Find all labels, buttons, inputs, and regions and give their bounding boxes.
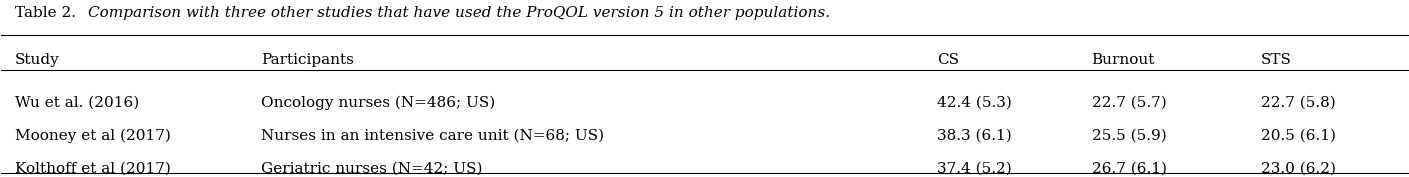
Text: 22.7 (5.8): 22.7 (5.8): [1261, 96, 1336, 110]
Text: Geriatric nurses (N=42; US): Geriatric nurses (N=42; US): [261, 162, 483, 176]
Text: 22.7 (5.7): 22.7 (5.7): [1092, 96, 1167, 110]
Text: 42.4 (5.3): 42.4 (5.3): [937, 96, 1012, 110]
Text: 37.4 (5.2): 37.4 (5.2): [937, 162, 1012, 176]
Text: Participants: Participants: [261, 53, 354, 67]
Text: Burnout: Burnout: [1092, 53, 1155, 67]
Text: Table 2.: Table 2.: [14, 6, 80, 20]
Text: 20.5 (6.1): 20.5 (6.1): [1261, 129, 1336, 143]
Text: 26.7 (6.1): 26.7 (6.1): [1092, 162, 1167, 176]
Text: STS: STS: [1261, 53, 1292, 67]
Text: Kolthoff et al (2017): Kolthoff et al (2017): [14, 162, 170, 176]
Text: Mooney et al (2017): Mooney et al (2017): [14, 129, 170, 143]
Text: Oncology nurses (N=486; US): Oncology nurses (N=486; US): [261, 96, 496, 110]
Text: 25.5 (5.9): 25.5 (5.9): [1092, 129, 1167, 143]
Text: 38.3 (6.1): 38.3 (6.1): [937, 129, 1012, 143]
Text: Wu et al. (2016): Wu et al. (2016): [14, 96, 139, 110]
Text: Comparison with three other studies that have used the ProQOL version 5 in other: Comparison with three other studies that…: [89, 6, 830, 20]
Text: CS: CS: [937, 53, 958, 67]
Text: Study: Study: [14, 53, 59, 67]
Text: 23.0 (6.2): 23.0 (6.2): [1261, 162, 1336, 176]
Text: Nurses in an intensive care unit (N=68; US): Nurses in an intensive care unit (N=68; …: [261, 129, 604, 143]
